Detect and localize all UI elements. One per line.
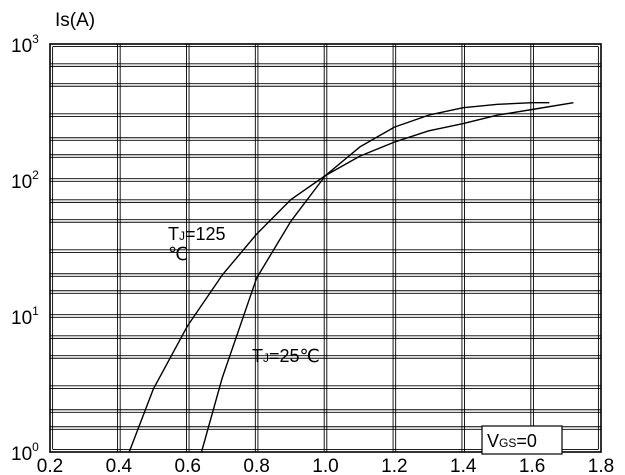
annotation-tj125-subscript: J xyxy=(179,229,185,243)
x-tick-label-7: 1.6 xyxy=(519,456,545,475)
annotation-vgs: VGS=0 xyxy=(487,431,537,451)
x-tick-label-5: 1.2 xyxy=(381,456,407,475)
y-tick-exponent-2: 1 xyxy=(32,304,39,318)
y-tick-base-2: 10 xyxy=(11,308,32,329)
x-tick-label-8: 1.8 xyxy=(588,456,614,475)
x-tick-label-2: 0.6 xyxy=(175,456,201,475)
x-tick-label-4: 1.0 xyxy=(312,456,338,475)
y-tick-base-3: 10 xyxy=(11,444,32,465)
y-tick-exponent-3: 0 xyxy=(32,440,39,454)
x-tick-labels: 0.2 0.4 0.6 0.8 1.0 1.2 1.4 1.6 1.8 xyxy=(37,456,614,475)
annotation-vgs-box xyxy=(481,425,563,455)
y-tick-label-0: 103 xyxy=(11,32,39,57)
y-tick-base-1: 10 xyxy=(11,172,32,193)
y-tick-exponent-1: 2 xyxy=(32,168,39,182)
y-tick-exponent-0: 3 xyxy=(32,32,39,46)
x-tick-label-3: 0.8 xyxy=(243,456,269,475)
annotation-tj125: TJ=125 xyxy=(168,224,226,244)
y-tick-label-2: 101 xyxy=(11,304,39,329)
annotation-tj25: TJ=25℃ xyxy=(252,346,320,366)
y-axis-label: Is(A) xyxy=(55,10,95,31)
y-tick-label-1: 102 xyxy=(11,168,39,193)
y-tick-base-0: 10 xyxy=(11,36,32,57)
annotation-tj125-unit: ℃ xyxy=(168,244,188,264)
series-line-0 xyxy=(128,102,574,453)
series-line-1 xyxy=(200,102,550,453)
grid xyxy=(50,44,601,452)
y-tick-label-3: 100 xyxy=(11,440,39,465)
x-tick-label-0: 0.2 xyxy=(37,456,63,475)
x-tick-label-6: 1.4 xyxy=(450,456,477,475)
plot-frame xyxy=(49,43,602,453)
annotation-vgs-subscript: GS xyxy=(499,436,516,450)
curves xyxy=(128,102,574,453)
x-tick-label-1: 0.4 xyxy=(106,456,133,475)
annotation-tj25-subscript: J xyxy=(263,351,269,365)
